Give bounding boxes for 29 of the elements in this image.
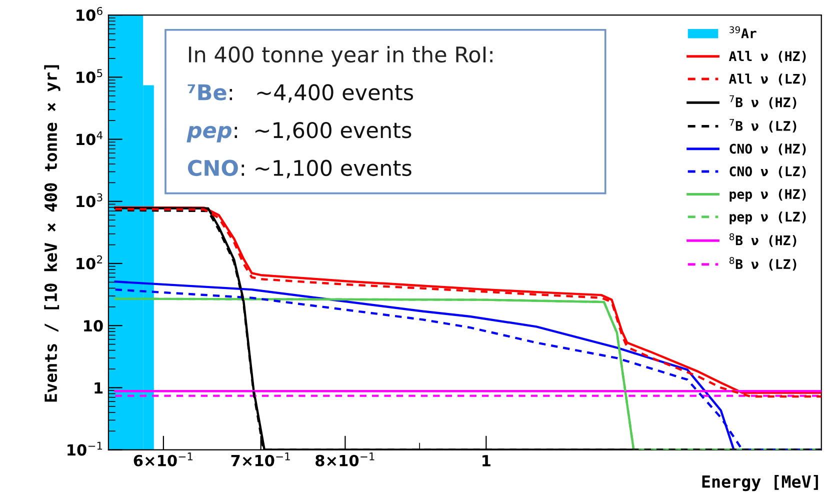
x-tick-label: 7×10$^{−1}$: [231, 452, 290, 466]
x-tick-label: 8×10$^{−1}$: [316, 452, 374, 466]
annotation: ⁷Be: ~4,400 events: [188, 84, 414, 103]
annotation: pep: ~1,600 events: [186, 122, 412, 142]
x-axis-title: Energy [MeV]: [702, 474, 818, 492]
legend-label: $^{39}$Ar: [730, 26, 756, 38]
y-tick-label: 10$^{6}$: [76, 6, 102, 21]
legend-label: pep ν (LZ): [730, 212, 806, 224]
legend-label: pep ν (HZ): [730, 188, 806, 202]
annotation: CNO: ~1,100 events: [188, 160, 412, 178]
y-tick-label: 10$^{5}$: [76, 69, 102, 84]
legend-label: $^{8}$B ν (LZ): [730, 257, 796, 271]
y-axis-title: Events / [10 keV × 400 tonne × yr]: [44, 65, 60, 402]
y-tick-label: 1: [94, 382, 103, 394]
x-tick-label: 1: [482, 455, 490, 466]
legend-label: CNO ν (HZ): [730, 144, 806, 156]
legend-label: $^{7}$B ν (HZ): [730, 95, 796, 109]
x-tick-label: 6×10$^{−1}$: [134, 452, 192, 466]
legend-label: CNO ν (LZ): [730, 166, 806, 178]
legend-label: All ν (HZ): [728, 50, 806, 63]
y-tick-label: 10: [84, 320, 103, 332]
y-tick-label: 10$^{3}$: [76, 193, 102, 208]
legend-label: All ν (LZ): [728, 74, 806, 86]
legend-label: $^{8}$B ν (HZ): [730, 233, 796, 247]
legend-label: $^{7}$B ν (LZ): [730, 118, 796, 132]
y-tick-label: 10$^{−1}$: [68, 442, 102, 456]
annotation: In 400 tonne year in the RoI:: [189, 46, 492, 67]
y-tick-label: 10$^{2}$: [76, 255, 102, 270]
y-tick-label: 10$^{4}$: [76, 131, 102, 146]
